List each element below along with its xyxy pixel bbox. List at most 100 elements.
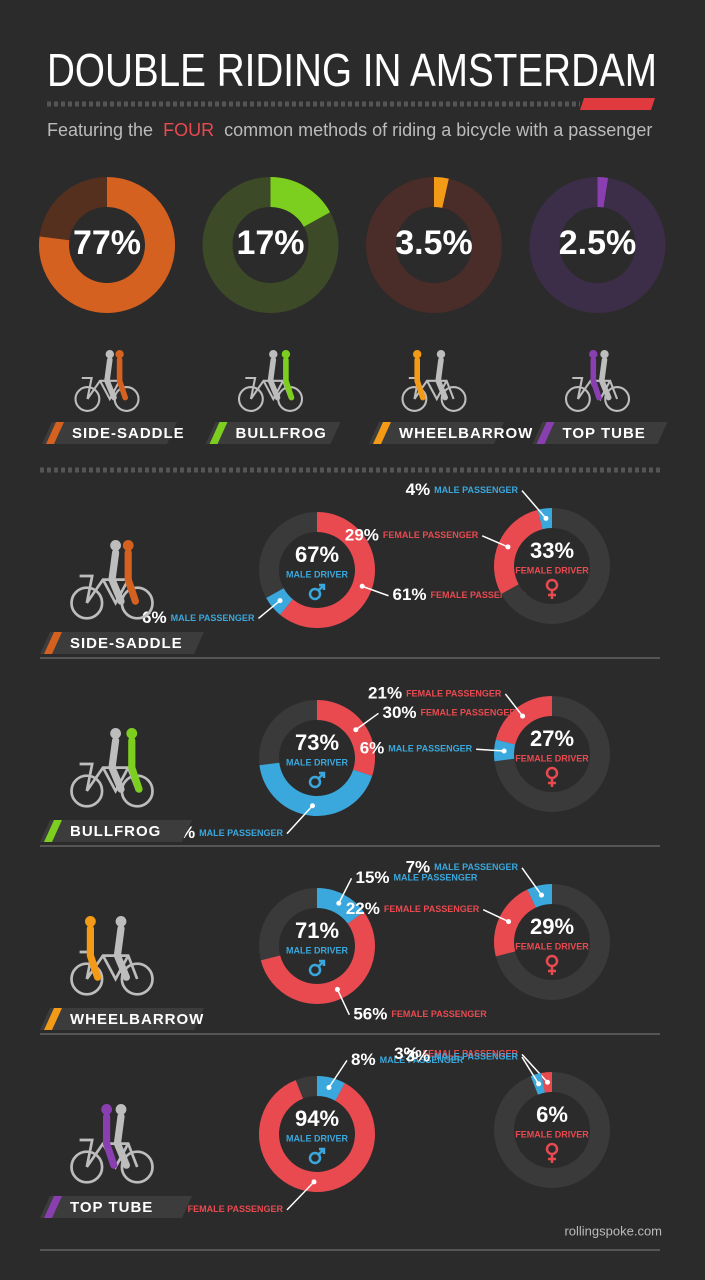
male-symbol	[317, 583, 326, 592]
wheel	[120, 962, 154, 996]
rider-head	[122, 540, 134, 551]
donut-segment	[494, 889, 536, 957]
leader-line	[521, 1056, 540, 1085]
driver-value: 73%	[295, 730, 339, 755]
method-label: BULLFROG	[70, 823, 161, 840]
method-label: WHEELBARROW	[399, 425, 533, 442]
rider-head	[126, 728, 138, 739]
label-band	[532, 422, 668, 444]
leader-dot	[544, 1079, 550, 1085]
segment-name: FEMALE PASSENGER	[421, 708, 517, 718]
leader-dot	[543, 515, 549, 521]
segment-value: 22%	[346, 899, 380, 918]
label-stripe	[46, 422, 64, 444]
leader-line	[286, 805, 314, 835]
label-stripe	[209, 422, 228, 444]
wheel	[564, 386, 591, 412]
leader-dot	[520, 713, 526, 719]
bike-icon	[70, 540, 154, 620]
label-stripe	[44, 1196, 62, 1218]
leader-line	[482, 908, 509, 923]
segment-value: 56%	[353, 1004, 387, 1023]
donut-center-label: 2.5%	[559, 224, 637, 262]
rider-head	[413, 350, 422, 359]
female-symbol	[548, 966, 556, 975]
method-label: TOP TUBE	[563, 425, 646, 442]
bike-icon	[564, 350, 631, 412]
segment-name: MALE PASSENGER	[199, 828, 283, 838]
rider-body	[128, 736, 143, 793]
donut-center-label: 17%	[236, 224, 304, 262]
segment-value: 3%	[394, 1044, 419, 1063]
segment-name: MALE PASSENGER	[171, 613, 255, 623]
driver-label: FEMALE DRIVER	[515, 1129, 589, 1139]
segment-name: MALE PASSENGER	[434, 1051, 518, 1061]
wheel	[74, 386, 101, 412]
leader-line	[361, 585, 389, 597]
bike-icon	[237, 350, 304, 412]
subtitle-part: Featuring the	[47, 120, 153, 140]
leader-line	[338, 877, 353, 904]
leader-line	[521, 490, 547, 519]
subtitle-highlight: FOUR	[163, 120, 214, 140]
rider-body	[86, 924, 102, 981]
rider-head	[115, 350, 124, 359]
label-stripe	[373, 422, 391, 444]
rider-head	[600, 350, 609, 359]
wheel	[70, 1150, 104, 1184]
driver-label: FEMALE DRIVER	[515, 753, 589, 763]
rider-body	[124, 548, 140, 605]
leader-line	[481, 535, 509, 548]
male-symbol	[308, 963, 322, 977]
rider-head	[85, 916, 96, 927]
label-band	[369, 422, 504, 444]
subtitle-part: common methods of riding a bicycle with …	[224, 120, 652, 140]
leader-line	[521, 1053, 549, 1083]
donut-center-label: 77%	[73, 224, 141, 262]
leader-dot	[336, 900, 342, 906]
rider-head	[589, 350, 598, 359]
segment-name: MALE PASSENGER	[394, 873, 478, 883]
leader-dot	[506, 919, 512, 925]
driver-value: 29%	[530, 914, 574, 939]
leader-dot	[311, 1179, 317, 1185]
male-symbol	[317, 1147, 326, 1156]
bike-icon	[401, 350, 467, 412]
rider-body	[267, 357, 281, 401]
leader-dot	[309, 803, 315, 809]
method-label: BULLFROG	[236, 425, 327, 442]
segment-value: 61%	[393, 585, 427, 604]
donut-segment	[259, 1080, 376, 1193]
leader-dot	[501, 748, 507, 754]
label-band	[205, 422, 341, 444]
driver-label: MALE DRIVER	[286, 569, 349, 579]
rider-body	[102, 1112, 118, 1169]
male-symbol	[308, 775, 322, 789]
driver-value: 67%	[295, 542, 339, 567]
label-band	[40, 1196, 192, 1218]
leader-dot	[334, 986, 340, 992]
method-label: WHEELBARROW	[70, 1011, 204, 1028]
segment-value: 15%	[356, 868, 390, 887]
driver-value: 94%	[295, 1106, 339, 1131]
label-stripe	[44, 820, 62, 842]
method-label: TOP TUBE	[70, 1199, 153, 1216]
segment-value: 29%	[345, 525, 379, 544]
male-symbol	[317, 959, 326, 968]
rider-head	[115, 916, 127, 927]
leader-dot	[505, 544, 511, 550]
segment-name: FEMALE PASSENGER	[406, 688, 502, 698]
bike-icon	[70, 916, 154, 996]
segment-value: 6%	[142, 608, 167, 627]
rider-body	[104, 357, 117, 401]
female-symbol	[548, 778, 556, 787]
rider-head	[436, 350, 446, 359]
driver-label: MALE DRIVER	[286, 757, 349, 767]
rider-body	[414, 357, 426, 401]
driver-value: 71%	[295, 918, 339, 943]
rider-head	[110, 540, 121, 551]
driver-value: 27%	[530, 726, 574, 751]
segment-value: 7%	[406, 857, 431, 876]
male-symbol	[317, 771, 326, 780]
